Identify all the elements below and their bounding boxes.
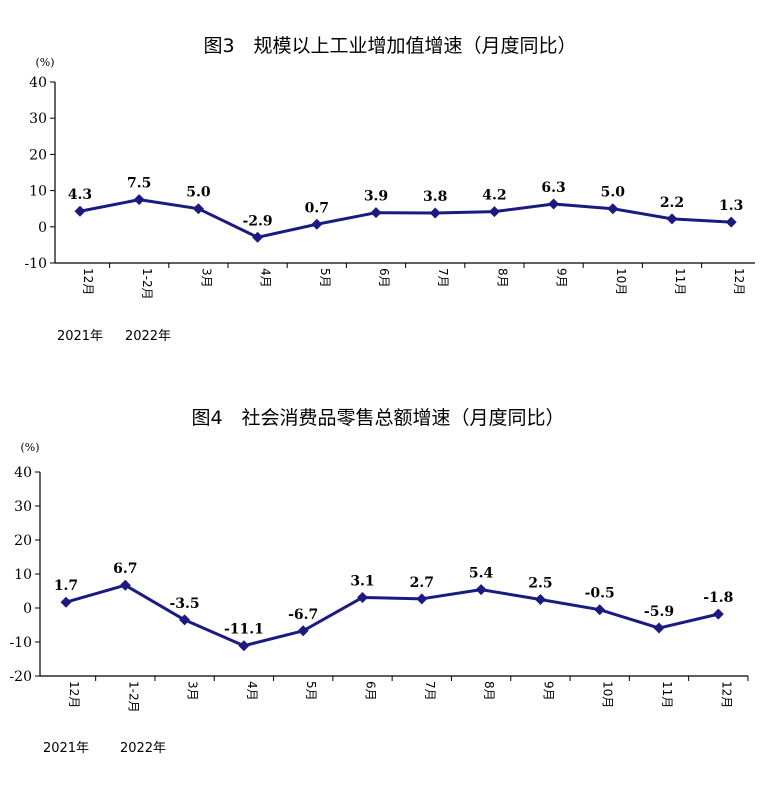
fig4-year-label: 2022年	[120, 741, 166, 756]
fig3-data-point	[370, 207, 382, 219]
fig4-data-point	[60, 596, 72, 608]
fig3-x-tick-label: 12月	[81, 268, 95, 295]
fig3-x-tick-label: 3月	[199, 268, 213, 288]
fig3-x-tick-label: 5月	[318, 268, 332, 288]
fig4-data-point	[119, 579, 131, 591]
fig3-year-label: 2021年	[57, 329, 103, 344]
fig4-x-tick-label: 9月	[541, 681, 555, 701]
fig4-unit-label: (%)	[20, 441, 39, 454]
fig4-y-tick-label: -10	[9, 635, 32, 651]
fig3-series-line	[79, 198, 732, 239]
fig3-chart: 图3 规模以上工业增加值增速（月度同比） (%) -10 0 10 20 30 40 12月 1-…	[24, 35, 755, 344]
fig4-data-point	[179, 614, 191, 626]
fig3-data-point	[666, 213, 678, 225]
fig4-series-line	[65, 583, 719, 648]
fig4-data-label: -1.8	[703, 590, 733, 606]
fig4-x-tick-label: 3月	[186, 681, 200, 701]
fig3-data-point	[429, 207, 441, 219]
fig4-x-tick-label: 12月	[67, 681, 81, 708]
fig3-data-point	[725, 216, 737, 228]
fig3-data-label: 5.0	[601, 185, 626, 201]
fig4-data-label: -5.9	[644, 604, 674, 620]
fig4-data-label: 3.1	[350, 573, 374, 589]
fig3-x-tick-label: 11月	[673, 268, 687, 295]
fig4-y-tick-label: -20	[9, 669, 32, 685]
fig3-data-point	[252, 231, 264, 243]
fig3-x-tick-label: 12月	[732, 268, 746, 295]
fig3-y-tick-label: 0	[38, 220, 47, 236]
fig3-x-tick-label: 4月	[259, 268, 273, 288]
fig4-x-tick-label: 4月	[245, 681, 259, 701]
fig4-data-point	[297, 625, 309, 637]
fig3-y-tick-label: -10	[24, 256, 47, 272]
fig3-unit-label: (%)	[35, 56, 54, 69]
fig4-y-tick-label: 30	[14, 499, 32, 515]
fig4-x-tick-label: 7月	[423, 681, 437, 701]
fig3-data-label: 3.9	[364, 189, 388, 205]
fig4-data-label: -0.5	[585, 586, 615, 602]
fig3-data-point	[192, 203, 204, 215]
fig4-data-label: 2.7	[410, 575, 434, 591]
fig3-data-label: 1.3	[719, 198, 743, 214]
fig3-data-point	[74, 205, 86, 217]
fig3-x-tick-label: 1-2月	[140, 268, 154, 300]
fig3-title: 图3 规模以上工业增加值增速（月度同比）	[203, 35, 576, 57]
fig3-data-point	[133, 194, 145, 206]
fig4-data-label: 5.4	[469, 566, 494, 582]
fig4-data-label: 2.5	[528, 576, 552, 592]
fig4-y-tick-label: 40	[14, 465, 32, 481]
fig4-x-tick-label: 12月	[719, 681, 733, 708]
fig3-data-point	[548, 198, 560, 210]
fig3-y-tick-label: 40	[29, 75, 47, 91]
fig4-x-tick-label: 1-2月	[126, 681, 140, 713]
fig3-x-tick-label: 8月	[495, 268, 509, 288]
fig4-x-tick-label: 10月	[601, 681, 615, 708]
fig4-title: 图4 社会消费品零售总额增速（月度同比）	[191, 407, 564, 429]
fig4-data-point	[238, 640, 250, 652]
fig4-data-point	[653, 622, 665, 634]
fig4-data-label: 6.7	[113, 561, 137, 577]
fig4-y-tick-label: 20	[14, 533, 32, 549]
fig3-data-label: 7.5	[127, 176, 151, 192]
fig3-x-tick-label: 6月	[377, 268, 391, 288]
fig4-y-tick-label: 0	[23, 601, 32, 617]
fig4-data-point	[534, 594, 546, 605]
fig3-x-tick-label: 9月	[555, 268, 569, 288]
fig3-data-label: 4.3	[68, 187, 92, 203]
fig3-data-point	[607, 203, 619, 215]
fig4-data-point	[416, 593, 428, 605]
fig3-data-label: 5.0	[186, 185, 211, 201]
fig4-data-label: -3.5	[170, 596, 200, 612]
fig4-data-point	[712, 608, 724, 620]
fig3-x-tick-label: 10月	[614, 268, 628, 295]
fig3-y-tick-label: 10	[29, 184, 47, 200]
fig3-data-label: 3.8	[423, 189, 447, 205]
fig4-data-label: 1.7	[54, 578, 78, 594]
fig4-data-point	[594, 604, 606, 616]
fig3-data-label: 0.7	[305, 200, 329, 216]
fig3-data-point	[488, 206, 500, 218]
fig3-data-label: -2.9	[243, 213, 273, 229]
fig4-year-label: 2021年	[43, 741, 89, 756]
fig3-data-label: 2.2	[660, 195, 684, 211]
fig4-chart: 图4 社会消费品零售总额增速（月度同比） (%) -20 -10 0 10 20 30 40 12…	[9, 407, 749, 756]
fig3-y-tick-label: 20	[29, 147, 47, 163]
fig3-year-label: 2022年	[125, 329, 171, 344]
fig3-data-point	[311, 218, 323, 230]
fig4-data-label: -6.7	[288, 607, 318, 623]
fig4-x-tick-label: 8月	[482, 681, 496, 701]
fig3-y-tick-label: 30	[29, 111, 47, 127]
fig4-x-tick-label: 11月	[660, 681, 674, 708]
fig4-x-tick-label: 6月	[364, 681, 378, 701]
fig4-data-point	[357, 591, 368, 603]
fig4-y-tick-label: 10	[14, 567, 32, 583]
fig4-x-tick-label: 5月	[304, 681, 318, 701]
fig3-data-label: 4.2	[482, 188, 506, 204]
fig3-x-tick-label: 7月	[436, 268, 450, 288]
fig3-data-label: 6.3	[541, 180, 565, 196]
fig4-data-label: -11.1	[224, 622, 264, 638]
fig4-data-point	[475, 584, 487, 596]
